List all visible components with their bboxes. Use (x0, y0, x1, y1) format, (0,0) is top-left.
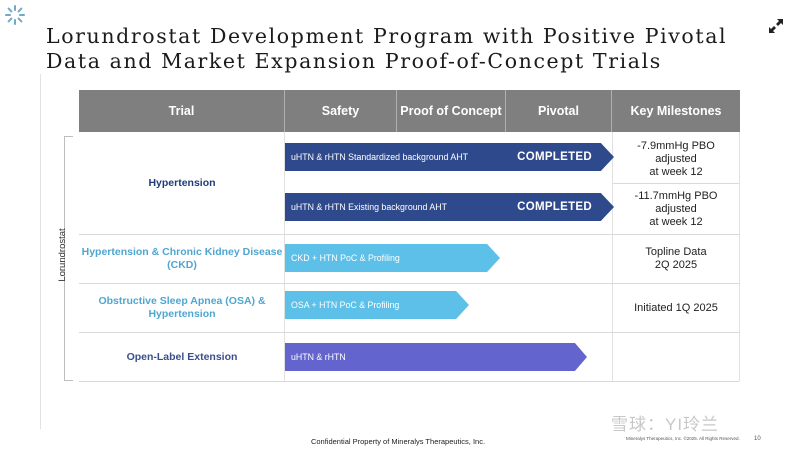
bar-ckd-poc: CKD + HTN PoC & Profiling (285, 244, 500, 272)
copyright-text: Mineralys Therapeutics, Inc. ©2025. All … (626, 436, 740, 441)
header-proof-of-concept: Proof of Concept (397, 90, 506, 132)
confidential-footer: Confidential Property of Mineralys Thera… (310, 437, 486, 446)
milestone-standardized: -7.9mmHg PBO adjusted at week 12 (637, 139, 715, 178)
trial-hypertension: Hypertension (148, 177, 216, 189)
status-completed: COMPLETED (517, 201, 592, 213)
snowflake-logo-icon (5, 5, 25, 25)
row-divider (79, 283, 739, 284)
page-number: 10 (754, 436, 761, 442)
column-divider (612, 132, 613, 381)
drug-label: Lorundrostat (57, 228, 68, 282)
header-trial: Trial (79, 90, 285, 132)
header-safety: Safety (285, 90, 397, 132)
row-divider (79, 332, 739, 333)
header-key-milestones: Key Milestones (612, 90, 740, 132)
divider-line (40, 74, 41, 429)
status-completed: COMPLETED (517, 151, 592, 163)
row-divider (79, 234, 739, 235)
trial-osa: Obstructive Sleep Apnea (OSA) & Hypertens… (98, 295, 266, 320)
watermark: 雪球：YI玲兰 (611, 415, 720, 434)
column-divider (739, 132, 740, 381)
slide-title: Lorundrostat Development Program with Po… (46, 24, 728, 73)
milestone-ckd: Topline Data 2Q 2025 (645, 246, 707, 271)
milestone-osa: Initiated 1Q 2025 (634, 301, 718, 314)
side-bracket (64, 136, 73, 381)
column-divider (284, 132, 285, 381)
trial-open-label-extension: Open-Label Extension (126, 350, 238, 363)
row-divider (612, 183, 740, 184)
expand-arrows-icon[interactable] (768, 18, 784, 34)
bar-existing-aht: uHTN & rHTN Existing background AHT COMP… (285, 193, 614, 221)
row-divider (79, 381, 739, 382)
bar-standardized-aht: uHTN & rHTN Standardized background AHT … (285, 143, 614, 171)
trial-ckd: Hypertension & Chronic Kidney Disease (CK… (81, 246, 283, 271)
milestone-existing: -11.7mmHg PBO adjusted at week 12 (634, 189, 718, 228)
bar-open-label: uHTN & rHTN (285, 343, 587, 371)
bar-osa-poc: OSA + HTN PoC & Profiling (285, 291, 469, 319)
header-pivotal: Pivotal (506, 90, 612, 132)
